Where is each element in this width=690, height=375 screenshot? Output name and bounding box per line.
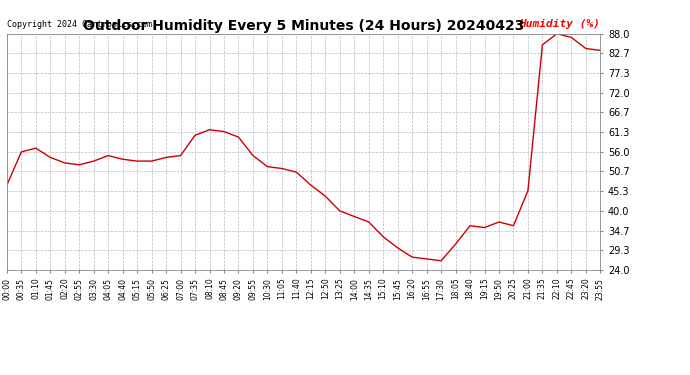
Title: Outdoor Humidity Every 5 Minutes (24 Hours) 20240423: Outdoor Humidity Every 5 Minutes (24 Hou… bbox=[83, 19, 524, 33]
Text: Humidity (%): Humidity (%) bbox=[520, 19, 600, 29]
Text: Copyright 2024 Cartronics.com: Copyright 2024 Cartronics.com bbox=[7, 20, 152, 29]
